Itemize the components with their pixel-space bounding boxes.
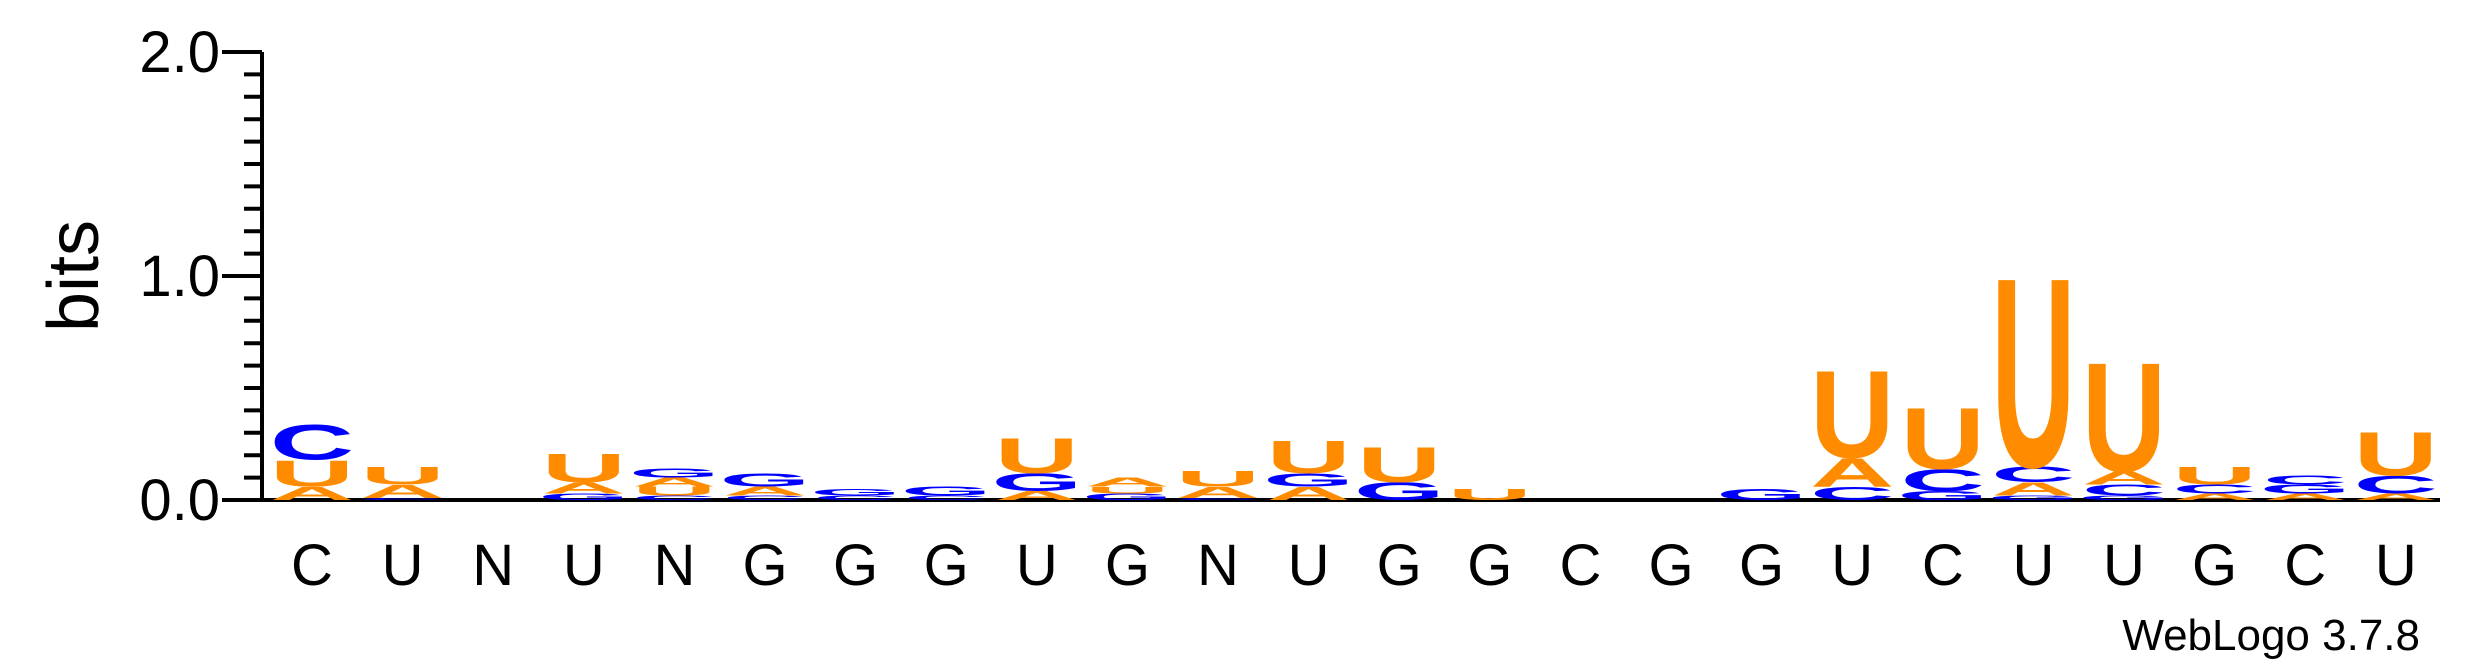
position-label: G — [742, 533, 787, 598]
logo-letter-a: A — [360, 481, 444, 502]
logo-letter-c: C — [1991, 462, 2075, 486]
y-axis: 0.0 1.0 2.0 — [139, 20, 264, 533]
position-label: G — [924, 533, 969, 598]
logo-letter-u: U — [2172, 462, 2256, 490]
logo-letter-u: U — [1085, 485, 1169, 495]
position-label: G — [1739, 533, 1784, 598]
logo-letter-g: G — [2260, 482, 2351, 496]
logo-letter-a: A — [270, 483, 354, 504]
position-label: U — [2375, 533, 2417, 598]
logo-letter-a: A — [1266, 483, 1350, 504]
weblogo-credit: WebLogo 3.7.8 — [2122, 611, 2420, 660]
position-label: G — [2192, 533, 2237, 598]
logo-letter-c: C — [2082, 482, 2166, 499]
position-label: C — [1559, 533, 1601, 598]
logo-letter-c: C — [2354, 471, 2438, 499]
logo-letter-u: U — [632, 484, 716, 498]
logo-letter-u: U — [2082, 332, 2166, 505]
logo-letter-u: U — [1176, 467, 1260, 491]
logo-letter-c: C — [813, 494, 897, 501]
position-label: U — [2012, 533, 2054, 598]
logo-letter-c: C — [632, 494, 716, 501]
logo-letter-u: U — [542, 445, 626, 490]
logo-letter-g: G — [1354, 478, 1445, 506]
logo-letter-a: A — [995, 489, 1079, 503]
logo-letter-g: G — [1988, 494, 2079, 501]
logo-letter-a: A — [2354, 492, 2438, 502]
position-label: U — [2103, 533, 2145, 598]
logo-letter-g: G — [991, 469, 1082, 497]
position-label: U — [382, 533, 424, 598]
logo-letter-a: A — [1176, 484, 1260, 501]
logo-letter-c: C — [1901, 463, 1985, 498]
logo-letter-u: U — [1266, 431, 1350, 483]
logo-letter-c: C — [904, 494, 988, 501]
logo-letter-g: G — [901, 484, 992, 498]
logo-letter-u: U — [1991, 222, 2075, 525]
logo-letter-g: G — [1263, 470, 1354, 491]
logo-letter-g: G — [810, 487, 901, 497]
logo-letter-u: U — [360, 462, 444, 490]
position-label: C — [2284, 533, 2326, 598]
logo-letter-u: U — [1810, 345, 1894, 484]
position-label: G — [1377, 533, 1422, 598]
logo-letter-u: U — [1357, 438, 1441, 493]
position-label: U — [563, 533, 605, 598]
logo-letter-g: G — [1897, 489, 1988, 503]
logo-letter-a: A — [1085, 475, 1169, 489]
logo-letter-g: G — [720, 470, 811, 491]
logo-letter-a: A — [2082, 467, 2166, 488]
position-label: N — [653, 533, 695, 598]
logo-letter-c: C — [270, 415, 354, 470]
logo-letter-u: U — [995, 429, 1079, 484]
logo-letter-u: U — [270, 453, 354, 494]
logo-letter-a: A — [723, 484, 807, 498]
logo-letter-a: A — [1991, 479, 2075, 500]
position-label: N — [1197, 533, 1239, 598]
y-axis-label: bits — [34, 220, 114, 332]
y-tick-label: 0.0 — [139, 468, 220, 533]
logo-letter-u: U — [1901, 390, 1985, 487]
position-label: U — [1016, 533, 1058, 598]
logo-letter-a: A — [542, 479, 626, 496]
position-label: U — [1831, 533, 1873, 598]
logo-letter-u: U — [2354, 419, 2438, 489]
logo-letter-c: C — [1810, 483, 1894, 504]
position-label: U — [1288, 533, 1330, 598]
logo-letter-g: G — [1716, 486, 1807, 503]
logo-letter-c: C — [2263, 473, 2347, 487]
logo-letter-g: G — [2079, 494, 2170, 501]
logo-letter-c: C — [2172, 482, 2256, 496]
position-label: G — [1105, 533, 1150, 598]
logo-letter-a: A — [2172, 492, 2256, 502]
logo-letter-g: G — [629, 466, 720, 480]
logo-letter-c: C — [360, 497, 444, 500]
position-label: G — [1648, 533, 1693, 598]
logo-letter-g: G — [1082, 492, 1173, 502]
position-label: N — [472, 533, 514, 598]
logo-letter-a: A — [1810, 450, 1894, 495]
logo-letter-u: U — [1448, 486, 1532, 503]
position-label: C — [1922, 533, 1964, 598]
logo-letter-c: C — [723, 494, 807, 501]
position-label: C — [291, 533, 333, 598]
y-tick-label: 2.0 — [139, 20, 220, 85]
logo-letter-g: G — [538, 492, 629, 502]
y-tick-label: 1.0 — [139, 244, 220, 309]
logo-letter-a: A — [2263, 492, 2347, 502]
position-label: G — [1467, 533, 1512, 598]
logo-letter-c: C — [1176, 497, 1260, 500]
logo-letter-a: A — [632, 475, 716, 489]
position-label: G — [833, 533, 878, 598]
